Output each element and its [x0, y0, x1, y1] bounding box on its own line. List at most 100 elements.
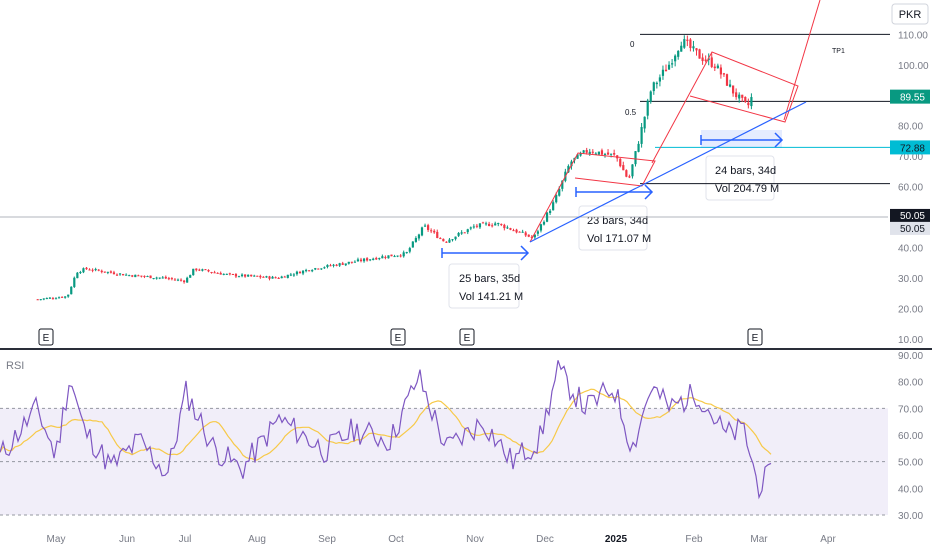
candle-body: [576, 154, 579, 159]
earnings-marker: E: [43, 333, 50, 344]
level-b-bg: [890, 208, 930, 222]
candle-body: [320, 268, 323, 270]
candle-body: [347, 261, 350, 264]
price-tick-label: 60.00: [898, 183, 923, 194]
candle-body: [515, 229, 518, 233]
time-axis-label: Aug: [248, 534, 266, 545]
candle-body: [115, 274, 119, 276]
candle-body: [173, 279, 177, 281]
time-axis-label: Jun: [119, 534, 135, 545]
candle-body: [231, 273, 234, 275]
earnings-marker-box: [747, 328, 763, 346]
time-axis-label: Nov: [466, 534, 484, 545]
level-a-badge: 72.88: [900, 143, 925, 154]
candle-body: [439, 238, 442, 240]
earnings-marker-box: [390, 328, 406, 346]
currency-box[interactable]: [891, 3, 929, 25]
candle-body: [390, 254, 393, 257]
candle-body: [506, 227, 509, 229]
candle-body: [423, 225, 427, 227]
time-axis-label: 2025: [605, 534, 628, 545]
target-ray: [783, 0, 821, 121]
candle-body: [713, 66, 716, 69]
candle-body: [500, 223, 503, 225]
candle-body: [667, 64, 671, 70]
candle-body: [671, 63, 674, 65]
candle-body: [67, 294, 70, 297]
candle-body: [384, 256, 387, 258]
candle-body: [527, 234, 530, 237]
candle-body: [314, 268, 317, 270]
candle-body: [579, 153, 582, 156]
rsi-tick-label: 30.00: [898, 511, 923, 522]
fib-05-label: 0.5: [625, 108, 637, 117]
candle-body: [366, 258, 369, 261]
measure-box-1[interactable]: 25 bars, 35d Vol 141.21 M: [448, 263, 523, 309]
candle-body: [201, 269, 204, 271]
candle-body: [234, 274, 238, 277]
candle-body: [204, 269, 207, 271]
price-tick-label: 100.00: [898, 61, 929, 72]
candle-body: [707, 58, 710, 61]
candle-body: [329, 265, 332, 267]
level-a-badge-bg: [890, 140, 930, 155]
candle-body: [427, 225, 430, 230]
candle-body: [369, 259, 372, 261]
candle-body: [192, 268, 195, 276]
candle-body: [176, 279, 180, 281]
time-axis-label: Sep: [318, 534, 336, 545]
candle-body: [652, 82, 655, 92]
candle-body: [585, 149, 588, 153]
candle-body: [247, 274, 250, 277]
candle-body: [552, 202, 555, 211]
time-axis-label: Dec: [536, 534, 554, 545]
candle-body: [454, 236, 457, 240]
candle-body: [750, 97, 753, 107]
candle-body: [128, 275, 131, 277]
candle-body: [210, 272, 213, 274]
measure-1-vol: Vol 141.21 M: [459, 291, 523, 303]
candle-body: [692, 46, 695, 49]
candle-body: [271, 276, 274, 279]
candle-body: [350, 261, 353, 263]
candle-body: [460, 232, 463, 234]
rsi-tick-label: 80.00: [898, 378, 923, 389]
candle-body: [100, 270, 103, 273]
measure-3-shade: [701, 130, 782, 148]
candle-body: [283, 276, 286, 278]
candle-body: [591, 151, 594, 153]
candle-body: [518, 231, 521, 233]
candle-body: [94, 269, 97, 271]
candle-body: [372, 258, 375, 260]
candle-body: [359, 259, 363, 262]
price-tick-label: 110.00: [898, 30, 928, 41]
candle-body: [533, 234, 536, 238]
measure-2-vol: Vol 171.07 M: [587, 233, 651, 245]
earnings-marker: E: [464, 333, 471, 344]
candle-body: [122, 274, 125, 276]
candle-body: [195, 268, 198, 271]
measure-box-3[interactable]: 24 bars, 34d Vol 204.79 M: [705, 155, 779, 201]
candle-body: [494, 223, 497, 226]
candle-body: [109, 271, 112, 273]
candle-body: [112, 272, 116, 275]
candle-body: [475, 225, 478, 227]
candle-body: [683, 39, 686, 48]
candle-body: [411, 241, 414, 248]
candle-body: [701, 57, 704, 62]
pane-divider[interactable]: [0, 348, 932, 350]
candle-body: [613, 153, 616, 155]
candle-body: [48, 297, 51, 299]
measure-1-arrow: [520, 245, 530, 261]
candle-body: [332, 264, 335, 266]
candle-body: [646, 100, 649, 116]
candle-body: [268, 276, 271, 279]
candle-body: [570, 161, 573, 167]
time-axis-label: Mar: [750, 534, 768, 545]
candle-body: [353, 261, 356, 263]
candle-body: [704, 59, 707, 62]
candle-body: [45, 298, 48, 300]
measure-box-2[interactable]: 23 bars, 34d Vol 171.07 M: [578, 205, 651, 251]
